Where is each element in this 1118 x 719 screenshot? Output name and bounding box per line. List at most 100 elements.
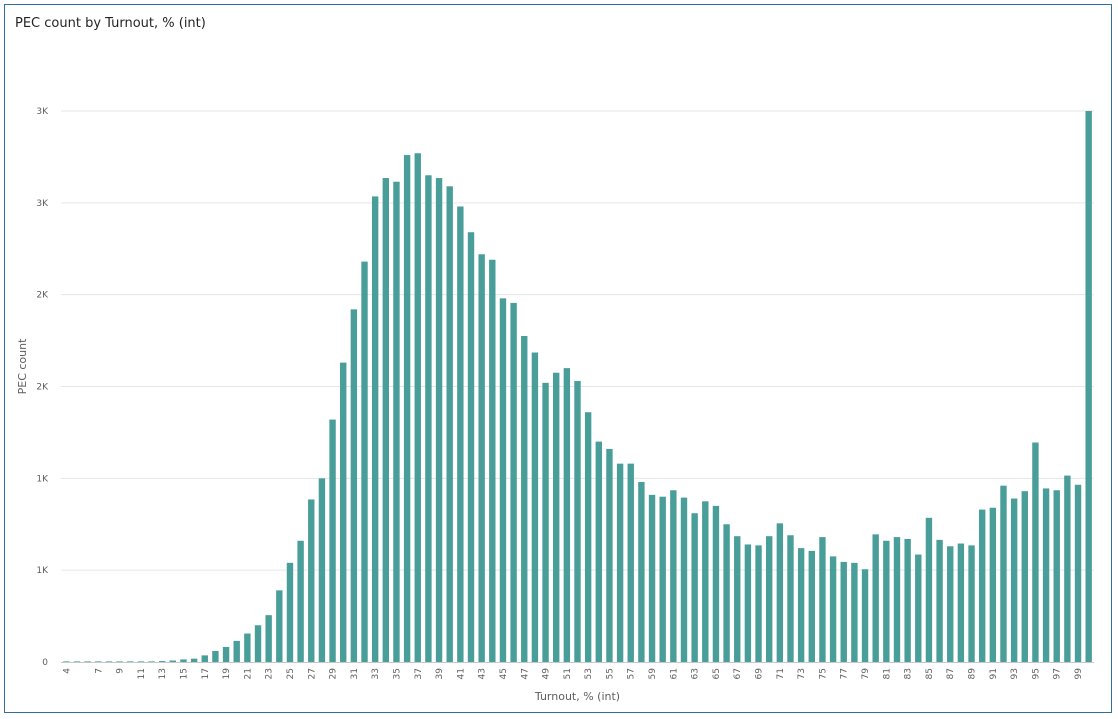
bar[interactable] — [787, 535, 794, 662]
bar[interactable] — [947, 546, 954, 662]
bar[interactable] — [148, 661, 155, 662]
bar[interactable] — [158, 661, 166, 662]
bar[interactable] — [808, 550, 815, 662]
x-tick-label: 73 — [797, 668, 807, 679]
bar[interactable] — [286, 562, 294, 662]
bar[interactable] — [308, 499, 315, 662]
bar[interactable] — [702, 501, 709, 662]
bar[interactable] — [478, 254, 485, 662]
bar[interactable] — [925, 517, 933, 662]
bar[interactable] — [499, 298, 507, 662]
bar[interactable] — [744, 544, 752, 662]
bar[interactable] — [691, 513, 698, 662]
bar[interactable] — [904, 538, 911, 662]
bar[interactable] — [574, 380, 581, 662]
bar[interactable] — [382, 178, 389, 663]
bar[interactable] — [510, 302, 517, 662]
bar[interactable] — [84, 661, 91, 662]
bar[interactable] — [350, 309, 358, 662]
bar[interactable] — [584, 412, 592, 662]
bar[interactable] — [1032, 442, 1039, 662]
bar[interactable] — [276, 590, 283, 662]
bar[interactable] — [659, 496, 666, 662]
bar[interactable] — [446, 186, 453, 663]
bar[interactable] — [116, 661, 123, 662]
bar[interactable] — [1042, 488, 1050, 662]
bar[interactable] — [797, 548, 805, 662]
bar[interactable] — [201, 655, 208, 662]
bar[interactable] — [127, 661, 134, 662]
bar[interactable] — [957, 543, 965, 662]
bar[interactable] — [595, 441, 602, 662]
bar[interactable] — [766, 536, 773, 662]
bar[interactable] — [180, 659, 187, 662]
bar[interactable] — [915, 554, 922, 662]
bar[interactable] — [648, 494, 656, 662]
bar[interactable] — [723, 524, 730, 662]
bar[interactable] — [95, 661, 102, 662]
bar[interactable] — [190, 658, 198, 662]
bar[interactable] — [1074, 484, 1082, 662]
bar[interactable] — [414, 153, 421, 663]
bar[interactable] — [1085, 111, 1092, 662]
bar[interactable] — [734, 536, 741, 662]
bar[interactable] — [403, 155, 411, 662]
bar[interactable] — [233, 640, 240, 662]
bar[interactable] — [1010, 498, 1018, 662]
bar[interactable] — [670, 490, 677, 662]
bar[interactable] — [542, 382, 549, 662]
bar[interactable] — [936, 539, 943, 662]
bar[interactable] — [978, 509, 986, 662]
bar[interactable] — [329, 419, 336, 662]
bar[interactable] — [1000, 485, 1007, 662]
bar[interactable] — [340, 362, 347, 662]
bar[interactable] — [1021, 491, 1028, 662]
bar[interactable] — [851, 562, 858, 662]
bar[interactable] — [169, 660, 177, 662]
bar[interactable] — [265, 615, 272, 662]
bar[interactable] — [883, 540, 890, 662]
bar[interactable] — [680, 497, 688, 662]
bar[interactable] — [819, 537, 826, 662]
bar[interactable] — [222, 646, 230, 662]
bar[interactable] — [318, 478, 326, 662]
bar[interactable] — [435, 178, 443, 663]
bar[interactable] — [425, 175, 432, 662]
bar[interactable] — [244, 633, 251, 662]
bar[interactable] — [393, 181, 400, 662]
bar[interactable] — [137, 661, 145, 662]
bar[interactable] — [829, 556, 837, 662]
bar[interactable] — [616, 463, 624, 662]
bar[interactable] — [63, 661, 70, 662]
bar[interactable] — [872, 534, 879, 662]
bar[interactable] — [521, 335, 528, 662]
bar[interactable] — [755, 545, 762, 662]
y-axis-title: PEC count — [16, 338, 29, 394]
bars[interactable] — [63, 111, 1092, 663]
bar[interactable] — [638, 482, 645, 662]
bar[interactable] — [297, 540, 304, 662]
bar[interactable] — [776, 523, 784, 662]
bar[interactable] — [1053, 490, 1060, 662]
bar[interactable] — [489, 259, 496, 662]
bar[interactable] — [606, 448, 613, 662]
bar[interactable] — [968, 545, 975, 662]
bar[interactable] — [371, 196, 379, 662]
bar[interactable] — [861, 569, 869, 662]
bar[interactable] — [531, 352, 539, 662]
bar[interactable] — [212, 650, 219, 662]
bar[interactable] — [105, 661, 113, 662]
bar[interactable] — [457, 206, 464, 662]
bar[interactable] — [563, 368, 571, 662]
bar[interactable] — [254, 625, 262, 662]
bar[interactable] — [893, 537, 901, 662]
bar[interactable] — [840, 561, 847, 662]
bar[interactable] — [73, 661, 81, 662]
bar[interactable] — [989, 507, 997, 662]
bar[interactable] — [361, 261, 368, 662]
bar[interactable] — [553, 372, 560, 662]
bar[interactable] — [712, 505, 720, 662]
bar[interactable] — [467, 232, 475, 662]
bar[interactable] — [1064, 475, 1071, 662]
bar[interactable] — [627, 463, 634, 662]
